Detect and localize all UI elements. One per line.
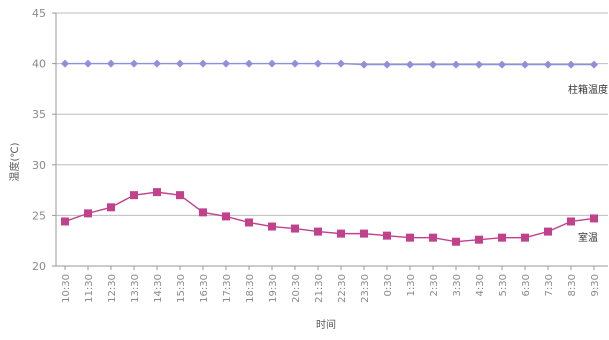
series-1-point-7 [222,212,230,221]
series-0-point-0 [61,59,69,68]
series-0-point-7 [222,59,230,68]
series-0-point-14 [383,60,391,69]
series-0-point-11 [314,59,322,68]
series-1-point-15 [406,233,414,242]
series-1-point-16 [429,233,437,242]
series-0-point-18 [475,60,483,69]
y-tick-label-30: 30 [32,159,46,172]
x-tick-label-1: 11:30 [84,274,95,303]
y-tick-labels: 20 25 30 35 40 45 [32,7,46,273]
series-1-point-20 [521,233,529,242]
series-0-point-2 [107,59,115,68]
series-1-point-19 [498,233,506,242]
series-1-point-21 [544,227,552,236]
x-tick-label-14: 0:30 [383,274,394,296]
series-1-point-5 [176,191,184,200]
x-tick-labels: 10:30 11:30 12:30 13:30 14:30 15:30 16:30 17:30… [61,274,601,303]
y-tick-label-35: 35 [32,108,46,121]
series-0-point-23 [590,60,598,69]
series-0-point-3 [130,59,138,68]
x-tick-label-12: 22:30 [337,274,348,303]
series-0-point-8 [245,59,253,68]
x-tick-label-8: 18:30 [245,274,256,303]
series-1-point-17 [452,237,460,246]
series-0-point-17 [452,60,460,69]
series-1-point-14 [383,231,391,240]
series-0-point-1 [84,59,92,68]
series-label-column-oven: 柱箱温度 [568,83,608,96]
series-0-point-20 [521,60,529,69]
x-tick-label-20: 6:30 [521,274,532,296]
series-1-point-9 [268,222,276,231]
series-1-point-3 [130,191,138,200]
series-1-point-22 [567,217,575,226]
series-0-point-16 [429,60,437,69]
series-0-point-6 [199,59,207,68]
x-tick-label-10: 20:30 [291,274,302,303]
x-tick-label-23: 9:30 [590,274,601,296]
axes [52,12,608,270]
x-tick-label-17: 3:30 [452,274,463,296]
series-1-point-0 [61,217,69,226]
series [61,59,598,246]
x-tick-label-22: 8:30 [567,274,578,296]
grid-lines [56,12,608,216]
y-axis-title: 温度(℃) [8,142,21,181]
x-tick-label-11: 21:30 [314,274,325,303]
x-tick-label-16: 2:30 [429,274,440,296]
x-tick-label-2: 12:30 [107,274,118,303]
series-1-point-23 [590,214,598,223]
x-tick-label-15: 1:30 [406,274,417,296]
series-1-point-13 [360,229,368,238]
series-line-1 [64,191,595,243]
y-tick-label-20: 20 [32,260,46,273]
x-tick-label-18: 4:30 [475,274,486,296]
series-1-point-4 [153,188,161,197]
series-0-point-9 [268,59,276,68]
series-0-point-13 [360,60,368,69]
x-axis-title: 时间 [316,318,336,331]
x-tick-label-7: 17:30 [222,274,233,303]
series-0-point-15 [406,60,414,69]
series-1-point-2 [107,203,115,212]
x-tick-label-5: 15:30 [176,274,187,303]
x-tick-label-6: 16:30 [199,274,210,303]
x-tick-label-13: 23:30 [360,274,371,303]
series-0-point-22 [567,60,575,69]
series-1-point-6 [199,208,207,217]
series-1-point-1 [84,209,92,218]
x-tick-label-0: 10:30 [61,274,72,303]
series-1-point-11 [314,227,322,236]
series-0-point-19 [498,60,506,69]
x-tick-label-3: 13:30 [130,274,141,303]
series-1-point-12 [337,229,345,238]
series-1-point-18 [475,235,483,244]
series-0-point-10 [291,59,299,68]
x-tick-label-21: 7:30 [544,274,555,296]
y-tick-label-40: 40 [32,58,46,71]
series-0-point-12 [337,59,345,68]
series-0-point-4 [153,59,161,68]
series-0-point-21 [544,60,552,69]
series-1-point-10 [291,224,299,233]
x-tick-label-4: 14:30 [153,274,164,303]
series-label-room-temp: 室温 [578,231,598,244]
x-tick-label-9: 19:30 [268,274,279,303]
series-0-point-5 [176,59,184,68]
y-tick-label-45: 45 [32,7,46,20]
series-1-point-8 [245,218,253,227]
y-tick-label-25: 25 [32,209,46,222]
x-tick-label-19: 5:30 [498,274,509,296]
